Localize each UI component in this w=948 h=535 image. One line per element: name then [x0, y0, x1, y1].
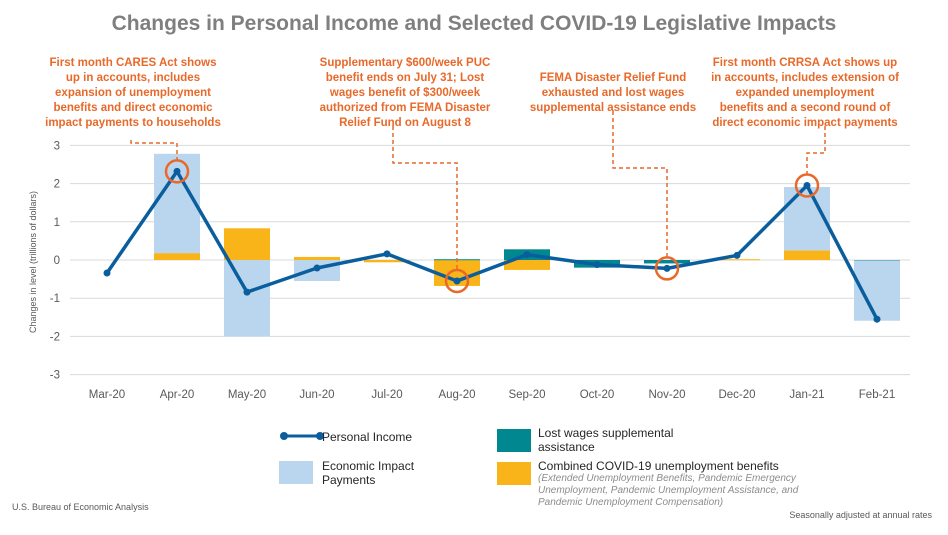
annotation-line: benefits and direct economic	[53, 102, 213, 114]
annotation-line: impact payments to households	[45, 117, 221, 129]
annotation-line: Relief Fund on August 8	[339, 117, 471, 129]
annotation-line: Supplementary $600/week PUC	[319, 57, 491, 69]
annotation-leader	[392, 126, 458, 270]
x-tick-label: Apr-20	[160, 389, 195, 401]
legend-note-line1: (Extended Unemployment Benefits, Pandemi…	[538, 473, 796, 484]
annotation-line: exhausted and lost wages	[541, 87, 685, 99]
legend-eip: Economic Impact Payments	[322, 459, 414, 487]
personal-income-point	[313, 264, 321, 272]
x-tick-label: Mar-20	[89, 389, 125, 401]
personal-income-point	[103, 269, 111, 277]
legend-unemployment-label: Combined COVID-19 unemployment benefits	[538, 459, 779, 473]
annotation-leader	[806, 126, 826, 174]
annotation-line: authorized from FEMA Disaster	[319, 102, 491, 114]
legend-lost-wages-line2: assistance	[538, 440, 595, 454]
x-tick-label: May-20	[228, 389, 266, 401]
x-tick-label: Aug-20	[438, 389, 475, 401]
bar-combined-covid-19-unemployment-benefits	[224, 228, 270, 260]
bar-combined-covid-19-unemployment-benefits	[714, 259, 760, 261]
legend-unemployment: Combined COVID-19 unemployment benefits …	[538, 459, 798, 509]
y-tick-label: 3	[54, 140, 60, 152]
personal-income-line	[105, 169, 879, 321]
y-axis-label: Changes in level (trillions of dollars)	[28, 191, 38, 333]
legend-eip-line1: Economic Impact	[322, 459, 415, 473]
bar-combined-covid-19-unemployment-benefits	[364, 260, 410, 263]
bar-economic-impact-payments	[224, 260, 270, 337]
annotation-line: up in accounts, includes	[65, 72, 201, 84]
x-tick-label: Nov-20	[648, 389, 685, 401]
bar-combined-covid-19-unemployment-benefits	[294, 256, 340, 260]
annotation-highlight-circle	[164, 159, 190, 184]
bar-combined-covid-19-unemployment-benefits	[784, 250, 830, 260]
legend-note-line3: Pandemic Unemployment Compensation)	[538, 497, 724, 508]
legend-lost-wages-line1: Lost wages supplemental	[538, 426, 674, 440]
legend-eip-line2: Payments	[322, 473, 376, 487]
annotation-line: direct economic impact payments	[712, 117, 898, 129]
annotation-highlight-circle	[654, 256, 680, 281]
annotation-line: wages benefit of $300/week	[329, 87, 481, 99]
y-tick-label: 1	[54, 217, 60, 229]
personal-income-point	[593, 261, 601, 269]
annotation-leader	[130, 140, 178, 160]
annotation-highlight-circle	[444, 268, 470, 294]
y-tick-label: 2	[54, 179, 60, 191]
annotation-line: in accounts, includes extension of	[711, 72, 899, 84]
annotation-apr-20: First month CARES Act shows up in account…	[23, 56, 243, 131]
x-tick-label: Oct-20	[580, 389, 615, 401]
annotation-line: expansion of unemployment	[55, 87, 211, 99]
personal-income-point	[173, 167, 181, 175]
personal-income-point	[803, 182, 811, 190]
x-tick-label: Feb-21	[859, 389, 895, 401]
bar-lost-wages-supplemental-assistance	[644, 260, 690, 264]
legend-line-icon	[280, 432, 324, 440]
annotation-line: benefit ends on July 31; Lost	[325, 72, 485, 84]
chart-title: Changes in Personal Income and Selected …	[111, 12, 837, 35]
y-tick-label: -3	[50, 370, 60, 382]
personal-income-point	[383, 250, 391, 258]
legend-personal-income: Personal Income	[322, 430, 413, 444]
legend-eip-swatch	[279, 461, 313, 484]
annotation-aug-20: Supplementary $600/week PUC benefit ends …	[295, 56, 515, 131]
annotation-leader	[612, 111, 668, 257]
personal-income-point	[453, 277, 461, 285]
source-note: U.S. Bureau of Economic Analysis	[12, 502, 149, 512]
annotation-jan-21: First month CRRSA Act shows up in account…	[695, 56, 915, 131]
annotation-highlight-circle	[794, 173, 820, 198]
personal-income-point	[663, 264, 671, 272]
x-tick-label: Jun-20	[299, 389, 334, 401]
x-tick-label: Dec-20	[718, 389, 755, 401]
legend-note-line2: Unemployment, Pandemic Unemployment Assi…	[538, 485, 799, 496]
personal-income-point	[523, 251, 531, 259]
y-tick-label: 0	[54, 255, 60, 267]
personal-income-point	[733, 251, 741, 259]
footnote: Seasonally adjusted at annual rates	[789, 510, 932, 520]
personal-income-point	[873, 315, 881, 323]
annotation-line: benefits and a second round of	[719, 102, 891, 114]
legend-lost-wages-swatch	[497, 429, 531, 452]
annotation-line: FEMA Disaster Relief Fund	[539, 72, 687, 84]
y-tick-label: -2	[50, 331, 60, 343]
annotation-nov-20: FEMA Disaster Relief Fund exhausted and l…	[503, 71, 723, 116]
annotation-line: expanded unemployment	[735, 87, 875, 99]
annotation-line: supplemental assistance ends	[529, 102, 697, 114]
bar-combined-covid-19-unemployment-benefits	[154, 253, 200, 260]
x-tick-label: Jul-20	[371, 389, 402, 401]
personal-income-point	[243, 288, 251, 296]
y-tick-label: -1	[50, 293, 60, 305]
legend-unemployment-swatch	[497, 462, 531, 485]
x-tick-label: Jan-21	[789, 389, 824, 401]
legend-lost-wages: Lost wages supplemental assistance	[538, 426, 673, 454]
annotation-line: First month CRRSA Act shows up	[712, 57, 898, 69]
annotation-line: First month CARES Act shows	[49, 57, 217, 69]
x-tick-label: Sep-20	[508, 389, 545, 401]
bar-combined-covid-19-unemployment-benefits	[504, 260, 550, 270]
